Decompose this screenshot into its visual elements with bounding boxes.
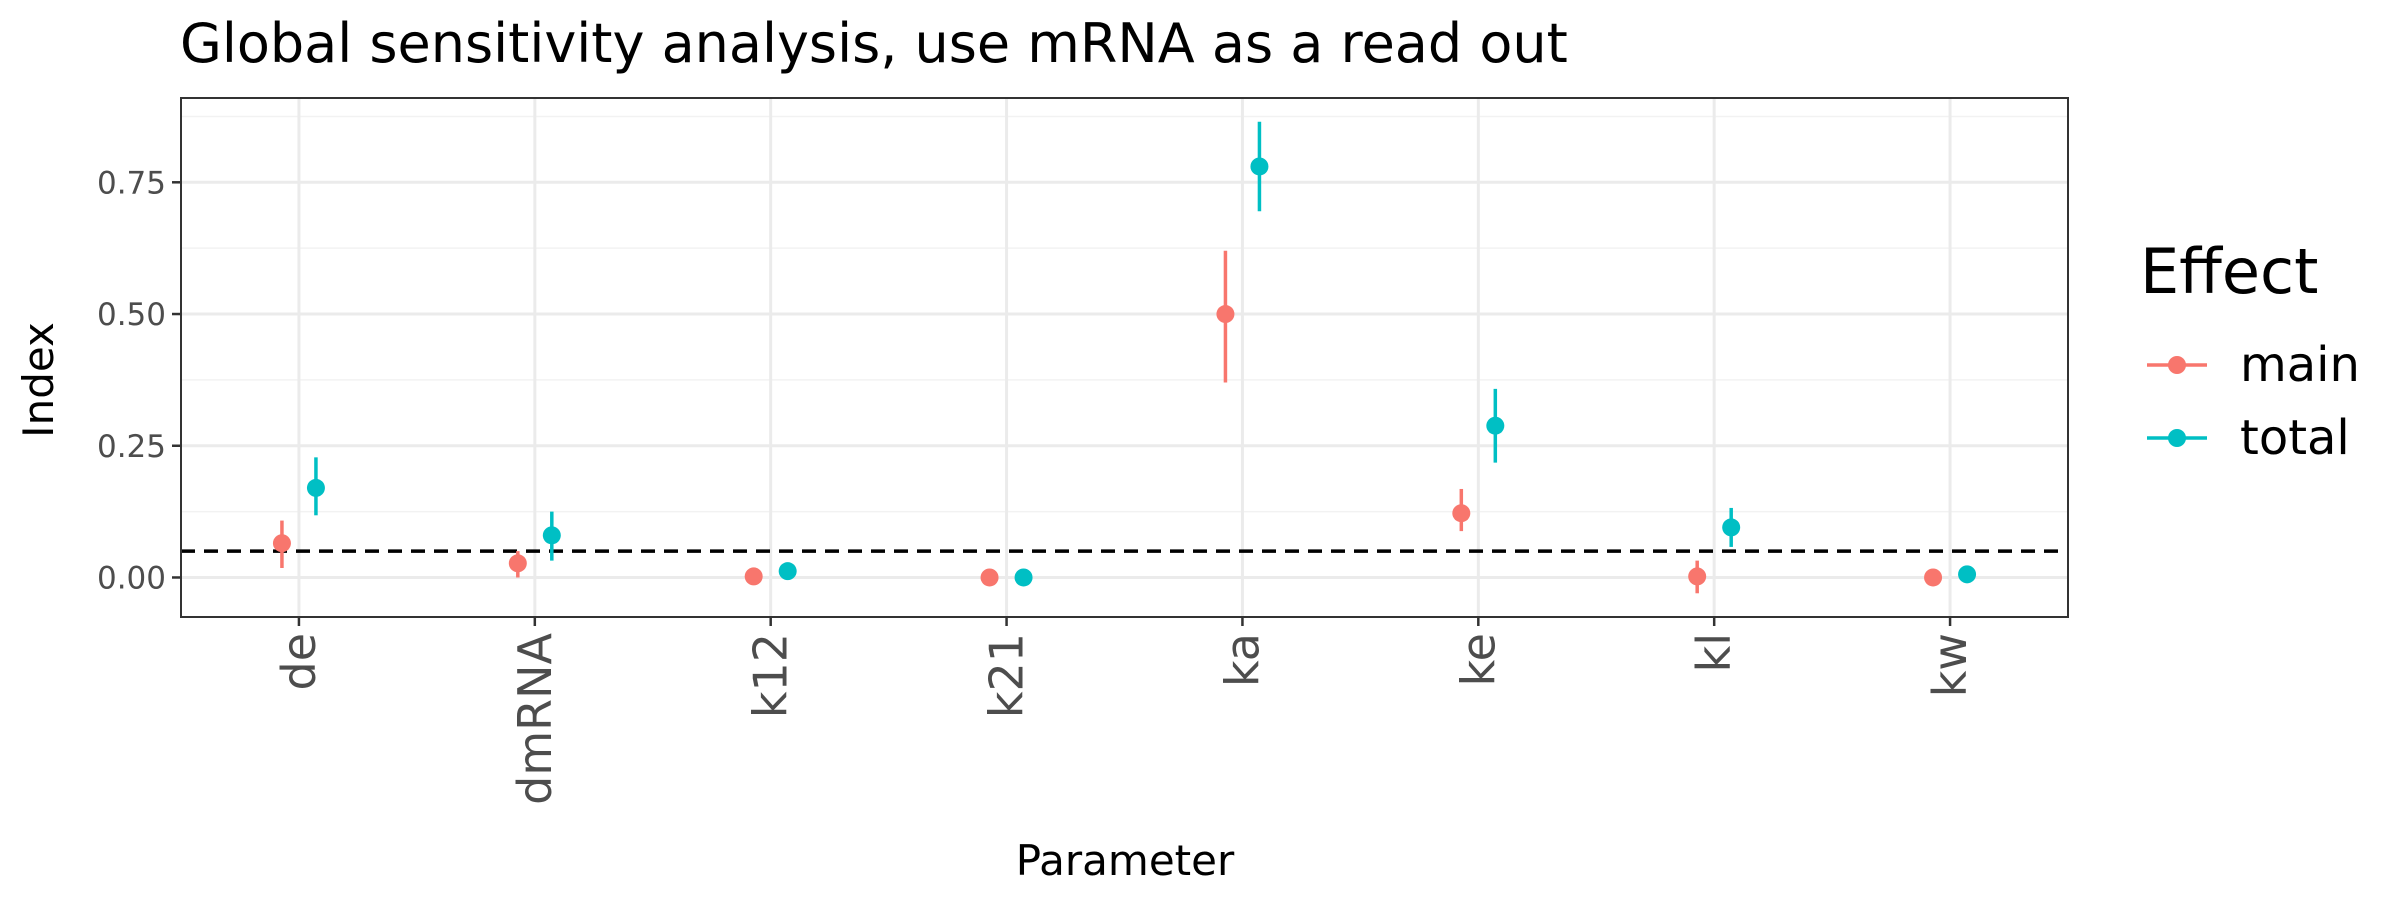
x-tick-label: kw [1923,633,1977,697]
data-point [1250,157,1269,176]
legend: Effect main total [2140,235,2360,466]
data-point [1958,565,1977,584]
chart-title: Global sensitivity analysis, use mRNA as… [180,12,1568,75]
y-axis: 0.00 0.25 0.50 0.75 [97,165,181,596]
y-axis-title: Index [14,322,63,438]
legend-key-point [2168,429,2186,447]
data-point [1486,416,1505,435]
legend-label: main [2240,337,2360,393]
x-axis-title: Parameter [1016,836,1235,885]
data-point [1452,504,1471,523]
data-point [1722,518,1741,537]
x-tick-label: k21 [980,633,1034,718]
legend-label: total [2240,410,2350,466]
series-total [306,121,1977,587]
plot-panel-border [180,97,2069,618]
data-point [306,478,325,497]
x-tick-label: de [272,633,326,691]
data-point [778,562,797,581]
data-point [272,534,291,553]
data-point [508,554,527,573]
x-tick-label: k12 [744,633,798,718]
data-marks [272,121,1977,594]
legend-key-point [2168,356,2186,374]
data-point [1688,567,1707,586]
data-point [1924,568,1943,587]
x-tick-label: dmRNA [508,632,562,804]
series-main [272,250,1943,594]
grid-lines [181,98,2068,617]
y-tick-label: 0.00 [97,560,166,596]
x-axis: de dmRNA k12 k21 ka ke kl kw [272,617,1977,805]
y-tick-label: 0.25 [97,429,166,465]
data-point [980,568,999,587]
data-point [542,526,561,545]
data-point [744,567,763,586]
x-tick-label: kl [1687,633,1741,672]
data-point [1216,305,1235,324]
x-tick-label: ke [1451,633,1505,686]
x-tick-label: ka [1215,633,1269,687]
y-tick-label: 0.75 [97,165,166,201]
data-point [1014,568,1033,587]
legend-title: Effect [2140,235,2318,308]
y-tick-label: 0.50 [97,297,166,333]
